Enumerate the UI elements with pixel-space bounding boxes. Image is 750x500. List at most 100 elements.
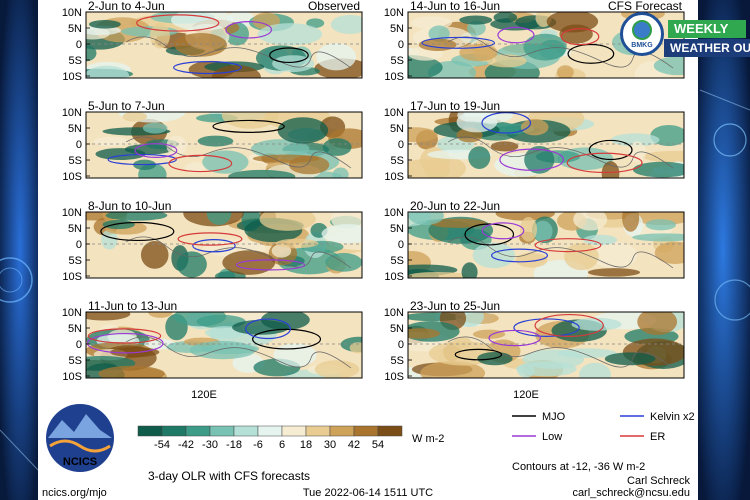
colorbar-tick-label: 54 xyxy=(372,439,384,451)
olr-blob xyxy=(170,12,234,31)
colorbar-swatch xyxy=(233,425,259,437)
olr-blob xyxy=(461,262,478,278)
lat-tick-label: 0 xyxy=(398,139,404,151)
bmkg-label: BMKG xyxy=(631,42,653,49)
olr-field xyxy=(86,112,362,178)
olr-blob xyxy=(622,212,640,232)
wave-contour xyxy=(464,223,515,246)
lat-tick-label: 0 xyxy=(398,39,404,51)
colorbar-swatch xyxy=(257,425,283,437)
olr-blob xyxy=(587,268,641,277)
wave-contour xyxy=(168,154,233,173)
figure-panel: 2-Jun to 4-Jun Observed 10N 5N 0 5S 10S 14-Jun … xyxy=(38,0,698,500)
panel-frame xyxy=(407,211,685,279)
author-email: carl_schreck@ncsu.edu xyxy=(572,487,690,499)
lat-tick-label: 10S xyxy=(384,171,404,183)
lat-tick-label: 10N xyxy=(384,7,404,19)
olr-blob xyxy=(429,218,487,228)
lat-tick-label: 10S xyxy=(384,271,404,283)
colorbar-swatch xyxy=(137,425,163,437)
map-panel: 23-Jun to 25-Jun 10N 5N 0 5S 10S xyxy=(384,299,685,383)
legend-label: ER xyxy=(650,431,665,443)
lat-tick-label: 10S xyxy=(384,71,404,83)
bmkg-logo: BMKG xyxy=(620,12,664,56)
panel-frame xyxy=(407,311,685,379)
wave-contour xyxy=(513,318,580,337)
lat-tick-label: 5S xyxy=(69,355,82,367)
olr-blob xyxy=(174,32,228,57)
olr-blob xyxy=(642,150,684,163)
lat-tick-label: 5S xyxy=(69,55,82,67)
wave-contour xyxy=(136,14,220,32)
panel-date-label: 14-Jun to 16-Jun xyxy=(410,0,500,13)
lat-tick-label: 10N xyxy=(62,7,82,19)
olr-blob xyxy=(275,238,319,249)
olr-field xyxy=(408,212,684,278)
lat-tick-label: 5N xyxy=(68,223,82,235)
ncics-logo: NCICS xyxy=(46,404,114,472)
olr-blob xyxy=(408,159,451,178)
colorbar-tick-label: -30 xyxy=(202,439,218,451)
wave-contour xyxy=(225,20,273,39)
lat-tick-label: 10S xyxy=(62,171,82,183)
panel-date-label: 2-Jun to 4-Jun xyxy=(88,0,165,13)
wave-contour xyxy=(481,222,525,240)
lon-tick-label: 120E xyxy=(513,389,539,401)
olr-blob xyxy=(316,43,357,71)
wave-contour xyxy=(421,36,496,49)
olr-blob xyxy=(101,229,118,250)
lat-tick-label: 5N xyxy=(68,123,82,135)
olr-blob xyxy=(202,150,249,174)
olr-blob xyxy=(459,44,498,62)
olr-blob xyxy=(523,33,567,61)
olr-blob xyxy=(86,312,131,321)
colorbar-swatch xyxy=(185,425,211,437)
olr-blob xyxy=(184,162,206,173)
olr-blob xyxy=(95,148,146,160)
olr-blob xyxy=(637,312,678,335)
wave-contour xyxy=(567,43,615,64)
legend-label: Kelvin x2 xyxy=(650,411,695,423)
weekly-weather-outlook-badge: BMKG WEEKLY WEATHER OUTLOOK xyxy=(618,0,750,70)
contour-legend: MJO Kelvin x2 Low ER xyxy=(512,411,695,443)
lat-tick-label: 0 xyxy=(76,39,82,51)
lat-tick-label: 5S xyxy=(391,355,404,367)
map-panel: 8-Jun to 10-Jun 10N 5N 0 5S 10S xyxy=(62,199,363,283)
colorbar-tick-label: 18 xyxy=(300,439,312,451)
coastline xyxy=(447,236,674,269)
colorbar-tick-label: 6 xyxy=(279,439,285,451)
coastline xyxy=(125,236,352,269)
olr-blob xyxy=(142,122,168,134)
olr-blob xyxy=(98,365,165,378)
lat-tick-label: 10S xyxy=(62,71,82,83)
wave-contour xyxy=(252,328,322,350)
wave-contour xyxy=(134,143,178,158)
olr-blob xyxy=(632,233,684,242)
olr-blob xyxy=(88,20,121,29)
lat-tick-label: 5N xyxy=(68,23,82,35)
olr-blob xyxy=(166,135,187,156)
olr-blob xyxy=(222,250,276,275)
olr-blob xyxy=(197,135,234,147)
olr-blob xyxy=(459,15,493,25)
lat-tick-label: 5N xyxy=(68,323,82,335)
lat-tick-label: 10N xyxy=(384,307,404,319)
colorbar-unit: W m-2 xyxy=(412,433,444,445)
olr-blob xyxy=(322,138,352,156)
olr-field xyxy=(408,112,684,178)
olr-blob xyxy=(645,219,677,231)
colorbar-tick-label: -54 xyxy=(154,439,170,451)
olr-blob xyxy=(221,112,279,129)
olr-blob xyxy=(632,161,684,178)
olr-blob xyxy=(493,12,518,23)
wave-contour xyxy=(87,328,162,344)
olr-blob xyxy=(556,65,574,78)
olr-blob xyxy=(349,342,362,354)
colorbar-swatch xyxy=(353,425,379,437)
olr-blob xyxy=(122,112,148,122)
wave-contour xyxy=(481,112,532,134)
olr-blob xyxy=(325,252,362,272)
olr-blob xyxy=(408,271,469,278)
